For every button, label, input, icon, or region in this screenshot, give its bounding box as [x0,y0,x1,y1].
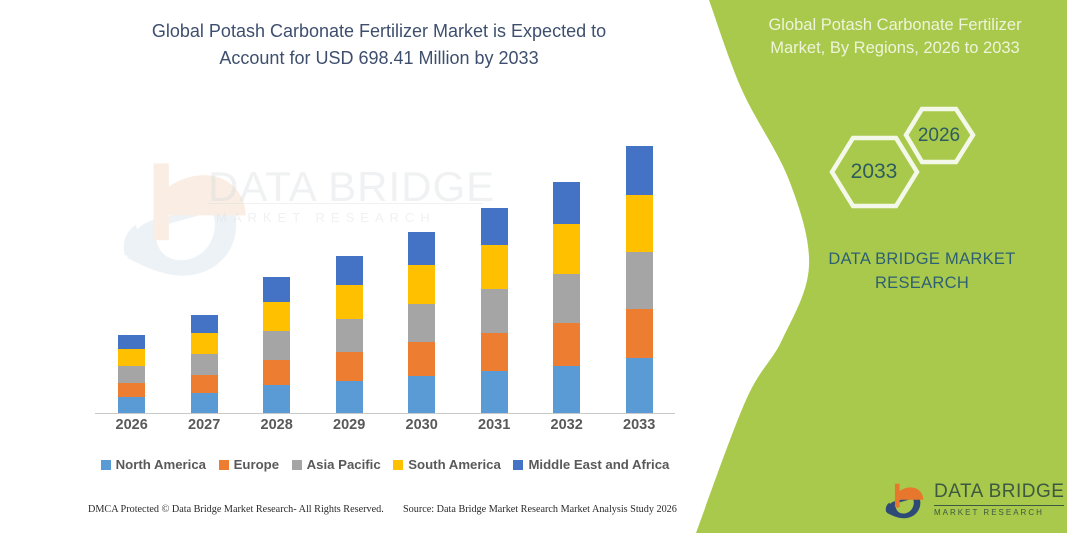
svg-text:2033: 2033 [851,160,898,183]
svg-text:2026: 2026 [918,125,960,146]
